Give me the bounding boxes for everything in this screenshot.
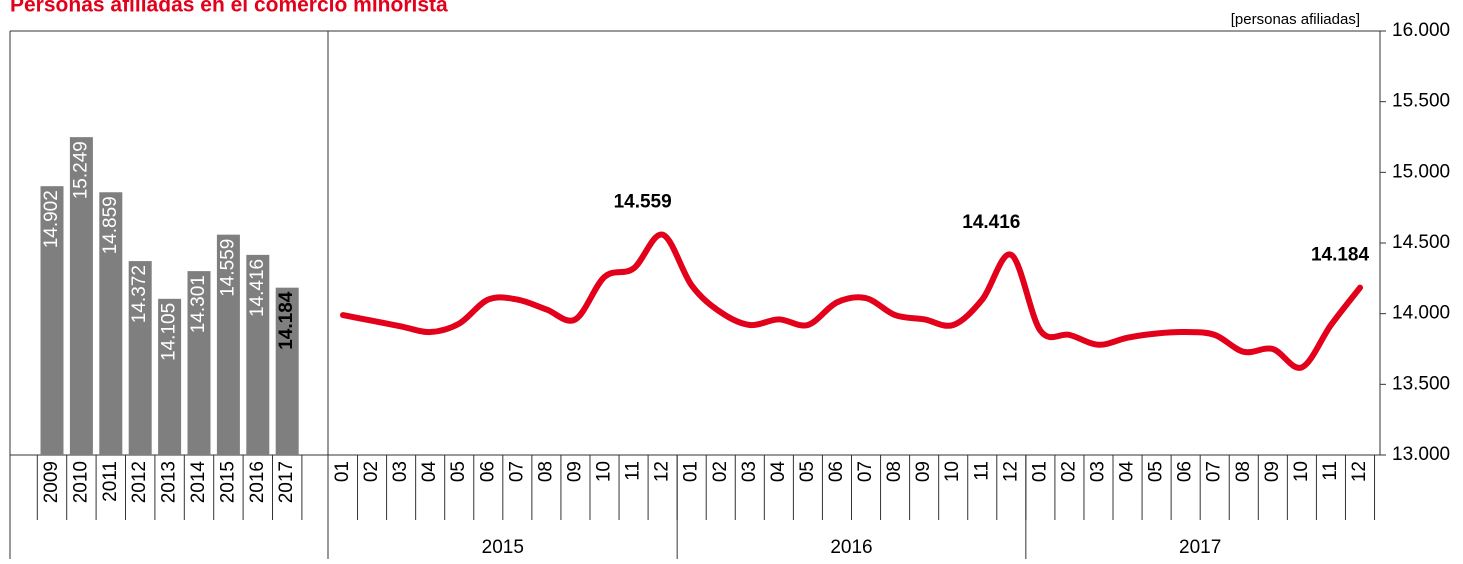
x-tick-label: 11 [623, 461, 644, 481]
x-tick-label: 2011 [100, 461, 121, 502]
x-tick-label: 12 [1349, 461, 1370, 482]
x-tick-label: 12 [652, 461, 673, 482]
x-tick-label: 03 [739, 461, 760, 482]
x-tick-label: 2014 [188, 461, 209, 504]
y-tick-label: 14.500 [1392, 232, 1450, 253]
data-label: 14.416 [962, 212, 1020, 233]
x-tick-label: 07 [855, 461, 876, 482]
y-tick-label: 16.000 [1392, 20, 1450, 41]
bar-value-label: 14.372 [129, 265, 150, 323]
x-group-label: 2016 [830, 537, 872, 558]
x-tick-label: 04 [1117, 461, 1138, 483]
x-tick-label: 07 [506, 461, 527, 482]
x-tick-label: 09 [913, 461, 934, 482]
x-tick-label: 04 [419, 461, 440, 483]
unit-label: [personas afiliadas] [1231, 11, 1360, 28]
bar [275, 287, 299, 455]
x-tick-label: 10 [594, 461, 615, 482]
x-tick-label: 06 [1175, 461, 1196, 482]
y-tick-label: 13.000 [1392, 444, 1450, 465]
bar-value-label: 14.559 [217, 239, 238, 297]
x-tick-label: 10 [1291, 461, 1312, 482]
x-tick-label: 2013 [159, 461, 180, 503]
y-tick-label: 15.000 [1392, 161, 1450, 182]
x-tick-label: 08 [884, 461, 905, 482]
bar-value-label: 14.859 [100, 196, 121, 254]
x-tick-label: 05 [1146, 461, 1167, 482]
bar [158, 298, 182, 455]
x-tick-label: 2015 [217, 461, 238, 503]
x-tick-label: 2017 [276, 461, 297, 503]
bar [128, 261, 152, 455]
x-tick-label: 11 [1320, 461, 1341, 481]
x-tick-label: 2016 [247, 461, 268, 503]
x-tick-label: 11 [971, 461, 992, 481]
x-tick-label: 10 [942, 461, 963, 482]
data-label: 14.559 [614, 192, 672, 213]
x-tick-label: 02 [710, 461, 731, 482]
x-tick-label: 08 [535, 461, 556, 482]
bar-value-label: 14.301 [188, 275, 209, 333]
x-tick-label: 02 [361, 461, 382, 482]
y-tick-label: 13.500 [1392, 373, 1450, 394]
x-tick-label: 03 [1088, 461, 1109, 482]
x-group-label: 2017 [1179, 537, 1221, 558]
x-tick-label: 2010 [70, 461, 91, 503]
x-tick-label: 2012 [129, 461, 150, 503]
bar [40, 186, 64, 455]
x-tick-label: 07 [1204, 461, 1225, 482]
x-tick-label: 09 [564, 461, 585, 482]
x-group-label: 2015 [482, 537, 524, 558]
x-tick-label: 06 [477, 461, 498, 482]
y-tick-label: 14.000 [1392, 303, 1450, 324]
data-label: 14.184 [1311, 245, 1370, 266]
x-tick-label: 01 [681, 461, 702, 482]
bar [246, 254, 270, 455]
bar-value-label: 14.416 [247, 259, 268, 317]
x-tick-label: 08 [1233, 461, 1254, 482]
chart-title: Personas afiliadas en el comercio minori… [10, 0, 448, 17]
x-tick-label: 03 [390, 461, 411, 482]
x-tick-label: 01 [1029, 461, 1050, 482]
x-tick-label: 06 [826, 461, 847, 482]
y-tick-label: 15.500 [1392, 91, 1450, 112]
bar [69, 137, 93, 455]
bar-value-label: 15.249 [70, 141, 91, 199]
x-tick-label: 04 [768, 461, 789, 483]
x-tick-label: 2009 [41, 461, 62, 503]
x-tick-label: 09 [1262, 461, 1283, 482]
bar [187, 271, 211, 455]
line-series [340, 231, 1363, 371]
bar-value-label: 14.105 [159, 303, 180, 361]
x-tick-label: 05 [797, 461, 818, 482]
x-tick-label: 01 [332, 461, 353, 482]
bar-value-label: 14.902 [41, 190, 62, 248]
x-tick-label: 12 [1000, 461, 1021, 482]
x-tick-label: 02 [1058, 461, 1079, 482]
bar-value-label: 14.184 [276, 291, 297, 350]
x-tick-label: 05 [448, 461, 469, 482]
bar [216, 234, 240, 455]
bar [99, 192, 123, 455]
